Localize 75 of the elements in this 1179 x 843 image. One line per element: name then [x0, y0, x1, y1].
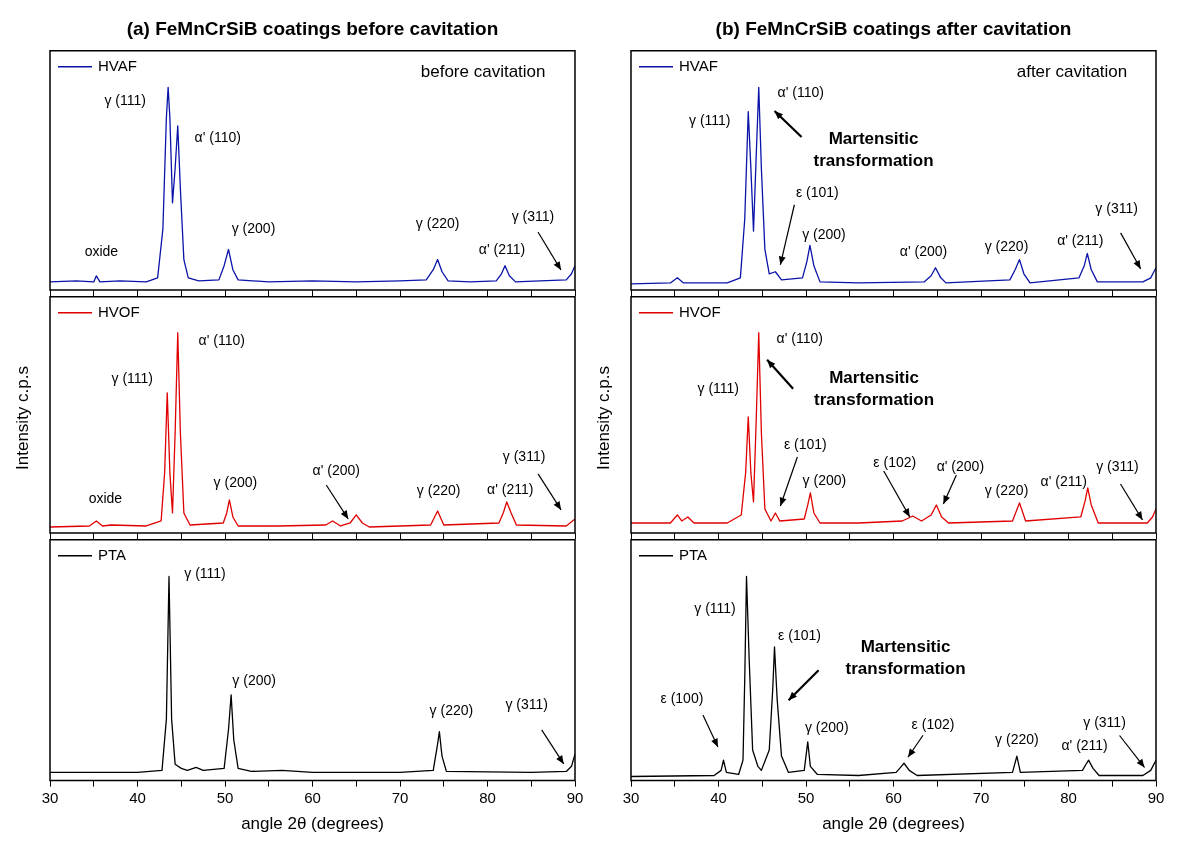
annotation: γ (200)	[804, 718, 849, 735]
legend-label: PTA	[98, 545, 127, 563]
annotation: γ (311)	[1096, 457, 1139, 474]
legend-label: HVOF	[679, 302, 721, 320]
annotation: γ (311)	[1095, 199, 1138, 216]
x-tick-label: 60	[304, 788, 321, 806]
annotation: γ (311)	[505, 695, 548, 712]
annotation: γ (111)	[184, 565, 226, 582]
annotation: γ (220)	[984, 238, 1029, 255]
annotation: α' (200)	[899, 242, 948, 259]
annotation: γ (111)	[104, 92, 146, 109]
annotation: γ (311)	[511, 207, 555, 224]
legend-label: HVOF	[98, 302, 140, 320]
x-tick-label: 80	[479, 788, 496, 806]
x-tick-label: 90	[1147, 788, 1165, 806]
annotation: γ (220)	[416, 481, 461, 498]
x-tick-label: 80	[1060, 788, 1077, 806]
x-tick-label: 40	[710, 788, 727, 806]
annotation: ε (100)	[660, 689, 704, 706]
annotation: γ (200)	[213, 473, 258, 490]
annotation: α' (211)	[487, 480, 534, 497]
annotation: ε (102)	[911, 716, 955, 733]
annotation: α' (211)	[478, 240, 526, 257]
annotation: α' (200)	[312, 461, 360, 478]
annotation: oxide	[84, 242, 119, 259]
x-tick-label: 60	[885, 788, 902, 806]
x-tick-label: 70	[972, 788, 990, 806]
annotation: γ (111)	[694, 600, 736, 617]
annotation: γ (111)	[111, 369, 153, 386]
annotation: γ (220)	[429, 702, 474, 719]
x-tick-label: 40	[129, 788, 146, 806]
x-axis-title: angle 2θ (degrees)	[822, 814, 965, 834]
annotation: γ (200)	[802, 226, 846, 243]
annotation: α' (110)	[198, 331, 245, 348]
y-axis-title: Intensity c.p.s	[13, 365, 33, 470]
annotation: γ (200)	[232, 671, 276, 688]
annotation: γ (200)	[802, 471, 847, 488]
legend-label: PTA	[679, 545, 708, 563]
annotation: γ (311)	[502, 447, 546, 464]
annotation: α' (110)	[777, 84, 824, 101]
annotation: γ (200)	[231, 220, 276, 237]
x-tick-label: 50	[797, 788, 815, 806]
annotation: α' (110)	[776, 329, 823, 346]
legend-label: HVAF	[679, 56, 718, 74]
text: before cavitation	[420, 62, 546, 82]
annotation: ε (102)	[873, 453, 917, 470]
x-tick-label: 30	[622, 788, 640, 806]
annotation: γ (111)	[697, 379, 739, 396]
annotation: α' (200)	[936, 457, 985, 474]
annotation: ε (101)	[795, 183, 839, 200]
annotation: Martensitic transformation	[813, 128, 934, 170]
x-tick-label: 90	[566, 788, 584, 806]
x-tick-label: 30	[41, 788, 59, 806]
annotation: Martensitic transformation	[845, 636, 966, 678]
chart-title: (a) FeMnCrSiB coatings before cavitation	[126, 17, 499, 39]
text: after cavitation	[1016, 62, 1128, 82]
annotation: α' (211)	[1061, 737, 1108, 754]
annotation: ε (101)	[778, 626, 821, 643]
annotation: γ (220)	[415, 215, 460, 232]
x-axis-title: angle 2θ (degrees)	[241, 814, 384, 834]
annotation: γ (220)	[995, 730, 1039, 747]
annotation: oxide	[88, 489, 123, 506]
y-axis-title: Intensity c.p.s	[594, 365, 614, 470]
chart-title: (b) FeMnCrSiB coatings after cavitation	[715, 17, 1072, 39]
annotation: α' (211)	[1040, 472, 1087, 489]
x-tick-label: 50	[216, 788, 234, 806]
annotation: ε (101)	[783, 435, 827, 452]
annotation: γ (111)	[689, 112, 731, 129]
x-tick-label: 70	[391, 788, 409, 806]
annotation: Martensitic transformation	[814, 367, 935, 409]
annotation: γ (220)	[984, 481, 1029, 498]
annotation: α' (211)	[1057, 232, 1104, 249]
legend-label: HVAF	[98, 56, 137, 74]
annotation: γ (311)	[1083, 714, 1126, 731]
annotation: α' (110)	[194, 128, 241, 145]
